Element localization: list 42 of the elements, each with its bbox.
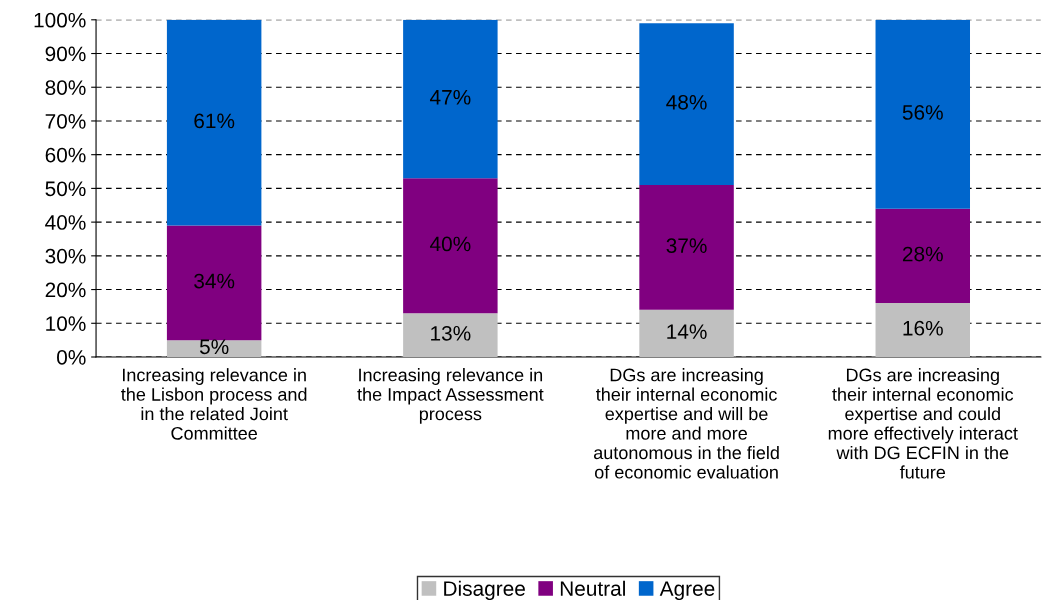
x-tick-label: Increasing relevance in the Impact Assessment process: [357, 368, 544, 424]
y-tick-label: 60%: [45, 147, 86, 163]
data-label: 14%: [667, 324, 707, 339]
data-label: 34%: [194, 273, 235, 289]
bar: [639, 185, 734, 310]
data-label: 28%: [902, 246, 943, 262]
y-tick-label: 90%: [45, 46, 86, 62]
bar: [639, 309, 734, 357]
y-tick-label: 100%: [34, 12, 86, 28]
data-label: 13%: [431, 325, 471, 341]
bar: [166, 19, 262, 226]
bar: [875, 208, 971, 304]
data-label: 56%: [902, 105, 943, 120]
x-tick-label: DGs are increasing their internal economic expertise and will be more and more autonomous in the field of economic evaluation: [593, 368, 779, 479]
y-tick-label: 40%: [45, 215, 86, 230]
bar: [403, 178, 498, 314]
data-label: 16%: [903, 320, 943, 336]
bar: [875, 19, 971, 209]
data-label: 5%: [199, 339, 229, 355]
x-tick-label: DGs are increasing their internal economic expertise and could more effectively interact with DG ECFIN in the future: [828, 368, 1018, 479]
bar: [166, 340, 262, 357]
y-tick-label: 80%: [45, 80, 86, 95]
data-label: 48%: [666, 94, 707, 110]
bar: [403, 19, 498, 179]
y-tick-label: 30%: [45, 248, 86, 264]
data-label: 40%: [429, 236, 471, 252]
y-tick-label: 10%: [46, 316, 86, 332]
legend-label: Neutral: [560, 580, 625, 596]
bar: [639, 23, 734, 186]
y-tick-label: 20%: [45, 282, 86, 298]
y-tick-label: 50%: [45, 181, 86, 197]
bar: [875, 303, 971, 357]
data-label: 47%: [429, 89, 471, 105]
y-tick-label: 70%: [45, 113, 86, 129]
data-label: 61%: [194, 113, 235, 129]
legend-label: Agree: [659, 581, 715, 600]
y-tick-label: 0%: [57, 350, 86, 365]
bar: [166, 225, 262, 341]
data-label: 37%: [666, 238, 707, 253]
x-tick-label: Increasing relevance in the Lisbon process and in the related Joint Committee: [121, 368, 307, 440]
bar: [403, 313, 498, 357]
legend-label: Disagree: [444, 580, 525, 600]
